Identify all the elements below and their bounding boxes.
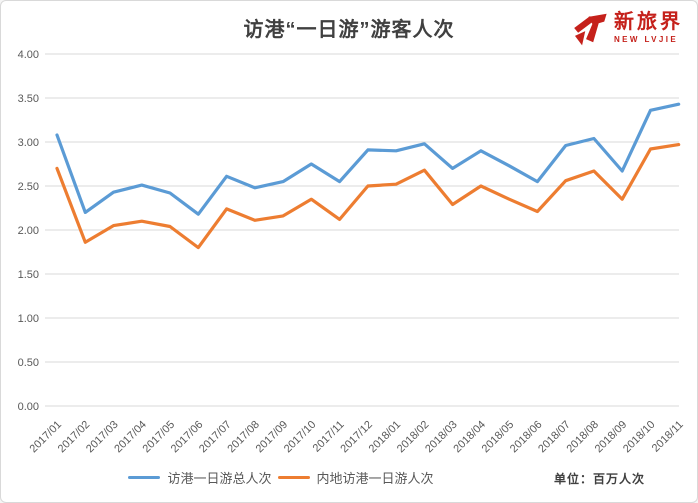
legend-label-mainland: 内地访港一日游人次 [316, 471, 434, 486]
y-axis-tick-label: 1.00 [18, 313, 39, 325]
logo-name: 新旅界 [614, 11, 683, 33]
y-axis-tick-label: 1.50 [18, 269, 39, 281]
series-line-0 [55, 102, 681, 216]
logo-text-block: 新旅界 NEW LVJIE [614, 11, 683, 45]
y-axis-tick-label: 2.00 [18, 225, 39, 237]
legend-swatch-blue [128, 475, 161, 480]
page-title: 访港“一日游”游客人次 [243, 19, 455, 41]
chart-legend: 访港一日游总人次 内地访港一日游人次 [1, 468, 561, 487]
new-lvjie-logo: 新旅界 NEW LVJIE [571, 9, 683, 47]
legend-swatch-orange [277, 475, 310, 480]
unit-label: 单位：百万人次 [553, 472, 645, 486]
logo-subtitle: NEW LVJIE [614, 35, 679, 44]
y-axis-tick-label: 2.50 [18, 181, 39, 193]
y-axis-tick-label: 0.50 [18, 357, 39, 369]
line-chart-plot-area: 0.000.501.001.502.002.503.003.504.002017… [18, 49, 686, 455]
x-axis-tick-label: 2018/11 [650, 419, 686, 455]
y-axis-tick-label: 3.00 [18, 137, 39, 149]
legend-item-total: 访港一日游总人次 [128, 468, 272, 487]
series-line-1 [55, 142, 681, 250]
legend-item-mainland: 内地访港一日游人次 [277, 468, 434, 487]
y-axis-tick-label: 3.50 [18, 93, 39, 105]
y-axis-tick-label: 4.00 [18, 49, 39, 61]
new-lvjie-logo-icon [574, 13, 607, 46]
y-axis-tick-label: 0.00 [18, 401, 39, 413]
legend-label-total: 访港一日游总人次 [167, 471, 272, 486]
